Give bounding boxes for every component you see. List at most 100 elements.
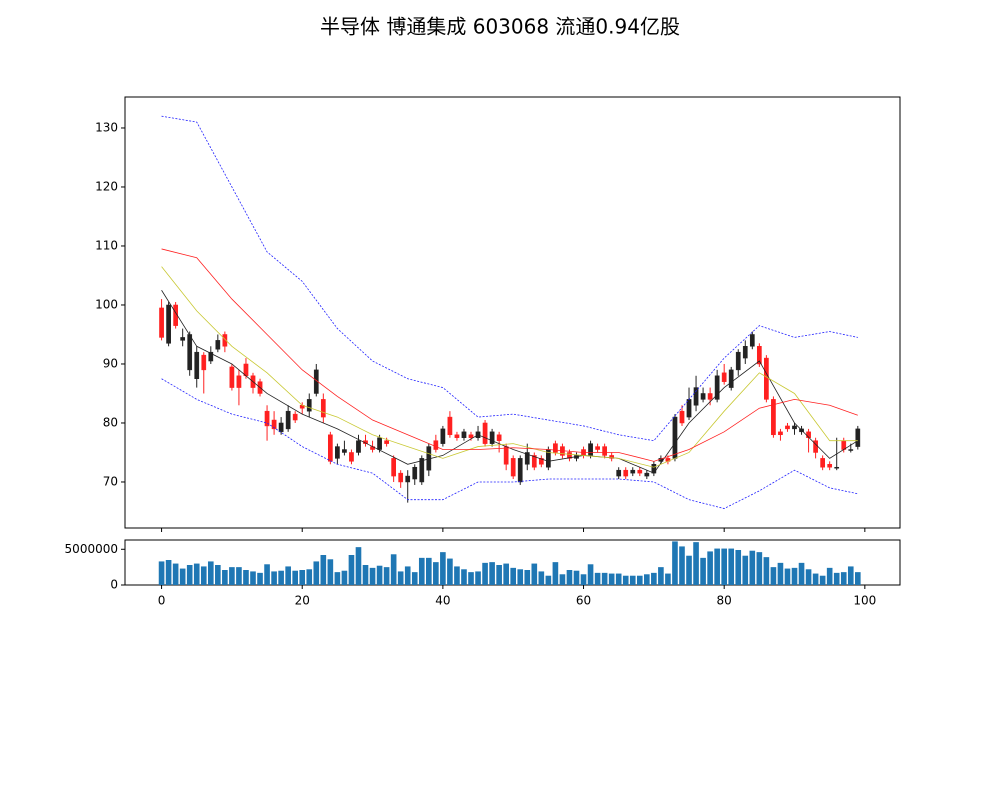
- candle-body: [637, 469, 643, 474]
- volume-bar: [517, 569, 524, 585]
- candle-body: [588, 443, 593, 456]
- volume-bar: [193, 563, 200, 585]
- candle-body: [623, 469, 629, 477]
- candle-body: [728, 369, 734, 388]
- candle-body: [644, 472, 650, 477]
- candle-body: [482, 422, 488, 444]
- candle-body: [651, 464, 657, 474]
- volume-bar: [299, 570, 306, 585]
- candle-body: [764, 357, 769, 400]
- candle-body: [377, 437, 382, 450]
- volume-bar: [826, 567, 833, 585]
- candle-body: [679, 410, 685, 424]
- candle-body: [595, 446, 600, 450]
- candle-body: [609, 455, 615, 459]
- candle-body: [771, 399, 776, 436]
- candle-body: [489, 431, 495, 444]
- volume-bar: [172, 563, 179, 585]
- volume-bar: [348, 555, 355, 585]
- volume-bar: [306, 569, 313, 585]
- volume-bar: [271, 571, 277, 585]
- volume-bar: [805, 569, 812, 585]
- volume-bar: [531, 563, 538, 585]
- candle-body: [468, 434, 474, 438]
- y-tick-label: 90: [103, 356, 118, 370]
- candle-body: [166, 304, 171, 344]
- candle-body: [306, 399, 312, 412]
- candle-body: [285, 410, 291, 430]
- volume-bar: [292, 570, 299, 585]
- x-tick-label: 0: [158, 594, 166, 608]
- volume-bar: [222, 570, 228, 585]
- volume-bar: [158, 561, 165, 585]
- volume-bar: [229, 567, 235, 585]
- volume-bar: [489, 562, 495, 585]
- y-tick-label: 120: [95, 179, 118, 193]
- candle-body: [278, 422, 284, 433]
- candle-body: [236, 375, 242, 388]
- volume-bar: [503, 563, 509, 585]
- volume-bar: [636, 575, 643, 585]
- candle-body: [335, 446, 340, 459]
- volume-bar: [376, 565, 383, 585]
- volume-bar: [355, 547, 362, 585]
- volume-bar: [264, 564, 270, 585]
- price-panel-frame: [124, 96, 901, 529]
- candle-body: [391, 458, 397, 477]
- volume-bar: [545, 575, 552, 585]
- candle-body: [848, 449, 854, 451]
- volume-bar: [482, 562, 488, 585]
- volume-bar: [735, 550, 742, 585]
- line-series: [161, 248, 858, 462]
- volume-bar: [418, 557, 425, 585]
- volume-bar: [854, 572, 861, 585]
- volume-bar: [179, 568, 186, 585]
- candle-body: [855, 428, 861, 447]
- y-tick-label: 80: [103, 415, 118, 429]
- candle-body: [749, 334, 755, 347]
- candle-body: [229, 366, 235, 388]
- x-tick-label: 20: [295, 594, 310, 608]
- volume-bar: [658, 567, 664, 585]
- volume-bar: [200, 566, 207, 585]
- volume-bar: [524, 570, 531, 585]
- volume-bar: [840, 572, 847, 585]
- candle-body: [271, 419, 277, 430]
- chart-title: 半导体 博通集成 603068 流通0.94亿股: [320, 15, 680, 39]
- candle-body: [356, 440, 361, 453]
- volume-bar: [707, 551, 713, 585]
- candle-body: [349, 452, 354, 462]
- candle-body: [398, 472, 404, 483]
- candle-body: [820, 458, 826, 468]
- candle-body: [792, 425, 797, 430]
- candle-body: [447, 416, 453, 436]
- candle-body: [215, 340, 221, 350]
- volume-bar: [622, 575, 629, 585]
- volume-bar: [665, 573, 671, 585]
- candle-body: [756, 346, 762, 365]
- candle-body: [630, 469, 636, 474]
- candle-body: [342, 449, 347, 453]
- candle-body: [496, 434, 502, 441]
- volume-bar: [798, 562, 805, 585]
- volume-bar: [679, 546, 685, 585]
- volume-bar: [580, 574, 587, 585]
- y-tick-label: 5000000: [65, 542, 118, 556]
- x-tick-label: 60: [576, 594, 591, 608]
- volume-bar: [236, 567, 242, 585]
- candle-body: [292, 413, 298, 421]
- volume-bar: [496, 565, 502, 585]
- candle-body: [412, 466, 418, 480]
- candle-body: [735, 351, 741, 371]
- volume-bar: [215, 565, 221, 585]
- volume-bar: [777, 562, 784, 585]
- volume-bar: [742, 555, 749, 585]
- volume-bar: [651, 572, 657, 585]
- volume-bar: [756, 552, 763, 585]
- volume-bar: [433, 562, 439, 585]
- candle-body: [778, 431, 783, 436]
- volume-bar: [341, 570, 348, 585]
- candle-body: [834, 466, 840, 469]
- line-series: [161, 266, 858, 468]
- volume-bar: [510, 567, 517, 585]
